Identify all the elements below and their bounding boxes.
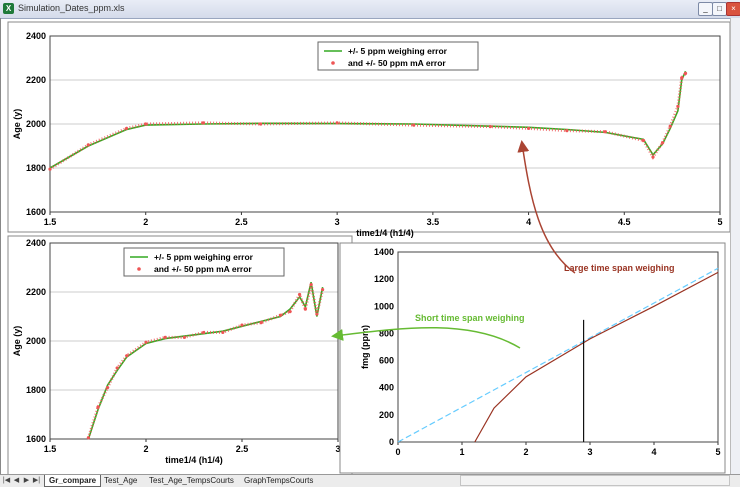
y-tick-label: 1200 — [374, 274, 394, 284]
x-axis-label: time1/4 (h1/4) — [356, 228, 414, 238]
bottom-right-chart: 0 200 400 600 800 1000 1200 1400 0 1 2 3 4 5 fmg (ppm)… — [360, 247, 721, 457]
x-tick-label: 3.5 — [427, 217, 440, 227]
green-arrow — [331, 327, 521, 349]
y-tick-label: 2000 — [26, 336, 46, 346]
x-tick-label: 0 — [395, 447, 400, 457]
y-tick-label: 1000 — [374, 301, 394, 311]
y-tick-label: 600 — [379, 356, 394, 366]
prev-sheet-icon[interactable]: ◀ — [13, 477, 20, 484]
series-line-dots — [86, 284, 325, 439]
x-tick-label: 2.5 — [236, 444, 249, 454]
x-tick-label: 2 — [143, 217, 148, 227]
y-axis-label: Age (y) — [12, 109, 22, 140]
bottom-right-chart-area[interactable] — [339, 242, 726, 474]
tab-gr-compare[interactable]: Gr_compare — [44, 475, 102, 487]
y-axis-label: Age (y) — [12, 326, 22, 357]
last-sheet-icon[interactable]: ▶| — [32, 477, 41, 484]
vertical-scrollbar[interactable] — [730, 18, 740, 474]
close-icon[interactable]: × — [726, 2, 740, 16]
minimize-icon[interactable]: _ — [698, 2, 713, 16]
y-tick-label: 800 — [379, 328, 394, 338]
maximize-icon[interactable]: □ — [712, 2, 727, 16]
top-chart: 1600 1800 2000 2200 2400 1.5 2 2.5 3 3.5 4 4.5 5 time… — [12, 31, 723, 238]
x-tick-label: 4 — [526, 217, 531, 227]
data-point — [335, 121, 339, 125]
x-tick-label: 5 — [717, 217, 722, 227]
x-axis-label: time1/4 (h1/4) — [165, 455, 223, 465]
tab-test-age-tempscourts[interactable]: Test_Age_TempsCourts — [149, 476, 234, 485]
plot-area-border — [49, 35, 721, 213]
y-tick-label: 2000 — [26, 119, 46, 129]
series-line — [397, 267, 719, 443]
window-title: Simulation_Dates_ppm.xls — [18, 3, 125, 13]
series-line — [474, 271, 719, 443]
y-axis-label: fmg (ppm) — [360, 325, 370, 369]
bottom-left-chart: 1600 1800 2000 2200 2400 1.5 2 2.5 3 time1/4 (h1/… — [12, 238, 341, 465]
y-tick-label: 0 — [389, 437, 394, 447]
y-tick-label: 2200 — [26, 287, 46, 297]
x-tick-label: 2 — [143, 444, 148, 454]
x-tick-label: 1 — [459, 447, 464, 457]
plot-area-border — [49, 242, 339, 440]
legend-swatch-dot — [137, 267, 141, 271]
legend-box — [317, 41, 479, 71]
x-tick-label: 3 — [335, 444, 340, 454]
annotation-short-span: Short time span weighing — [415, 313, 525, 323]
data-point — [565, 129, 569, 133]
window-title-bar: X Simulation_Dates_ppm.xls _ □ × — [0, 0, 740, 19]
plot-area-border — [397, 251, 719, 443]
x-tick-label: 4.5 — [618, 217, 631, 227]
y-tick-label: 1600 — [26, 207, 46, 217]
tab-graphtempscourts[interactable]: GraphTempsCourts — [244, 476, 314, 485]
y-tick-label: 400 — [379, 383, 394, 393]
x-tick-label: 3 — [587, 447, 592, 457]
series-line-dots — [49, 72, 687, 171]
red-arrow — [517, 140, 576, 274]
x-tick-label: 3 — [335, 217, 340, 227]
x-tick-label: 1.5 — [44, 217, 57, 227]
y-tick-label: 1800 — [26, 163, 46, 173]
legend-box — [123, 247, 285, 277]
x-tick-label: 1.5 — [44, 444, 57, 454]
annotation-large-span: Large time span weighing — [564, 263, 675, 273]
legend-label: +/- 5 ppm weighing error — [348, 46, 448, 56]
y-tick-label: 2400 — [26, 238, 46, 248]
x-tick-label: 2 — [523, 447, 528, 457]
excel-icon: X — [3, 3, 14, 14]
first-sheet-icon[interactable]: |◀ — [2, 477, 11, 484]
legend-swatch-dot — [331, 61, 335, 65]
legend-label: +/- 5 ppm weighing error — [154, 252, 254, 262]
x-tick-label: 2.5 — [235, 217, 248, 227]
data-point — [201, 121, 205, 125]
horizontal-scrollbar[interactable] — [460, 475, 730, 486]
next-sheet-icon[interactable]: ▶ — [23, 477, 30, 484]
y-tick-label: 1800 — [26, 385, 46, 395]
annotation-arrows — [331, 140, 576, 349]
x-tick-label: 4 — [651, 447, 656, 457]
x-tick-label: 5 — [715, 447, 720, 457]
y-tick-label: 2200 — [26, 75, 46, 85]
y-tick-label: 1600 — [26, 434, 46, 444]
y-tick-label: 200 — [379, 410, 394, 420]
tab-test-age[interactable]: Test_Age — [104, 476, 138, 485]
y-tick-label: 1400 — [374, 247, 394, 257]
y-tick-label: 2400 — [26, 31, 46, 41]
legend-label: and +/- 50 ppm mA error — [154, 264, 252, 274]
legend-label: and +/- 50 ppm mA error — [348, 58, 446, 68]
